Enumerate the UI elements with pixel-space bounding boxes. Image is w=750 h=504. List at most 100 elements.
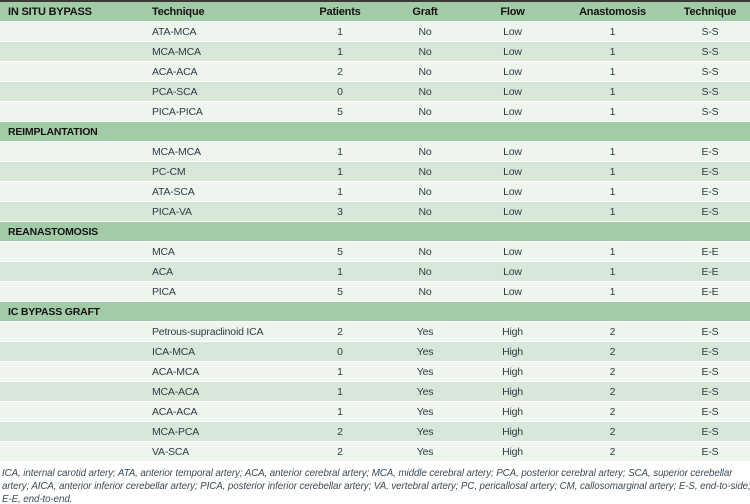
section-label: REANASTOMOSIS xyxy=(0,222,750,242)
section-label: REIMPLANTATION xyxy=(0,122,750,142)
table-row: MCA-MCA 1 No Low 1 E-S xyxy=(0,142,750,162)
data-cell: E-S xyxy=(670,402,750,422)
data-cell: 1 xyxy=(555,262,670,282)
data-cell: ACA xyxy=(146,262,300,282)
table-row: ACA-ACA 2 No Low 1 S-S xyxy=(0,62,750,82)
data-cell: PICA-PICA xyxy=(146,102,300,122)
data-cell: 1 xyxy=(300,162,380,182)
data-cell: MCA-PCA xyxy=(146,422,300,442)
data-cell: No xyxy=(380,242,470,262)
data-cell: 0 xyxy=(300,342,380,362)
header-row: IN SITU BYPASS Technique Patients Graft … xyxy=(0,2,750,22)
spacer-cell xyxy=(0,22,146,42)
data-cell: High xyxy=(470,442,555,462)
data-cell: ACA-ACA xyxy=(146,402,300,422)
data-cell: 2 xyxy=(555,342,670,362)
data-cell: 1 xyxy=(555,82,670,102)
data-cell: 2 xyxy=(300,422,380,442)
data-cell: 1 xyxy=(300,42,380,62)
table-row: ATA-MCA 1 No Low 1 S-S xyxy=(0,22,750,42)
data-cell: MCA-ACA xyxy=(146,382,300,402)
data-cell: No xyxy=(380,202,470,222)
data-cell: 1 xyxy=(300,402,380,422)
section-row: REIMPLANTATION xyxy=(0,122,750,142)
data-cell: E-S xyxy=(670,442,750,462)
footnote-line: artery; AICA, anterior inferior cerebell… xyxy=(2,481,750,492)
data-cell: No xyxy=(380,22,470,42)
section-row: IC BYPASS GRAFT xyxy=(0,302,750,322)
data-cell: S-S xyxy=(670,102,750,122)
data-cell: 2 xyxy=(300,442,380,462)
table-row: MCA 5 No Low 1 E-E xyxy=(0,242,750,262)
data-cell: 1 xyxy=(300,262,380,282)
data-cell: E-S xyxy=(670,342,750,362)
data-cell: 1 xyxy=(555,102,670,122)
data-cell: ATA-MCA xyxy=(146,22,300,42)
spacer-cell xyxy=(0,142,146,162)
col-header-technique: Technique xyxy=(146,2,300,22)
spacer-cell xyxy=(0,202,146,222)
data-cell: High xyxy=(470,342,555,362)
data-cell: 2 xyxy=(555,382,670,402)
col-header-graft: Graft xyxy=(380,2,470,22)
spacer-cell xyxy=(0,282,146,302)
table-row: VA-SCA 2 Yes High 2 E-S xyxy=(0,442,750,462)
data-cell: 1 xyxy=(555,202,670,222)
section-row: REANASTOMOSIS xyxy=(0,222,750,242)
data-cell: Low xyxy=(470,22,555,42)
data-cell: 1 xyxy=(300,142,380,162)
table-row: PICA-VA 3 No Low 1 E-S xyxy=(0,202,750,222)
col-header-flow: Flow xyxy=(470,2,555,22)
data-cell: 1 xyxy=(555,242,670,262)
spacer-cell xyxy=(0,422,146,442)
table-row: PC-CM 1 No Low 1 E-S xyxy=(0,162,750,182)
data-cell: E-S xyxy=(670,382,750,402)
footnote-line: ICA, internal carotid artery; ATA, anter… xyxy=(2,468,733,479)
data-cell: S-S xyxy=(670,22,750,42)
spacer-cell xyxy=(0,322,146,342)
data-cell: S-S xyxy=(670,82,750,102)
data-cell: Yes xyxy=(380,362,470,382)
data-cell: E-E xyxy=(670,242,750,262)
table-row: PICA 5 No Low 1 E-E xyxy=(0,282,750,302)
data-cell: E-S xyxy=(670,322,750,342)
data-cell: Low xyxy=(470,162,555,182)
spacer-cell xyxy=(0,362,146,382)
spacer-cell xyxy=(0,102,146,122)
abbreviations-footnote: ICA, internal carotid artery; ATA, anter… xyxy=(0,462,750,504)
data-cell: Low xyxy=(470,202,555,222)
data-cell: PICA-VA xyxy=(146,202,300,222)
spacer-cell xyxy=(0,382,146,402)
spacer-cell xyxy=(0,262,146,282)
table-row: MCA-PCA 2 Yes High 2 E-S xyxy=(0,422,750,442)
data-cell: Low xyxy=(470,82,555,102)
data-cell: Yes xyxy=(380,422,470,442)
spacer-cell xyxy=(0,182,146,202)
data-cell: E-S xyxy=(670,182,750,202)
spacer-cell xyxy=(0,82,146,102)
data-cell: Yes xyxy=(380,322,470,342)
spacer-cell xyxy=(0,342,146,362)
data-cell: 1 xyxy=(555,22,670,42)
data-cell: E-S xyxy=(670,422,750,442)
data-cell: Low xyxy=(470,242,555,262)
data-cell: Yes xyxy=(380,442,470,462)
data-cell: MCA-MCA xyxy=(146,42,300,62)
data-cell: 2 xyxy=(555,362,670,382)
spacer-cell xyxy=(0,42,146,62)
data-cell: VA-SCA xyxy=(146,442,300,462)
data-cell: Low xyxy=(470,182,555,202)
data-cell: E-S xyxy=(670,202,750,222)
data-cell: High xyxy=(470,322,555,342)
table-row: ACA-ACA 1 Yes High 2 E-S xyxy=(0,402,750,422)
table-row: PCA-SCA 0 No Low 1 S-S xyxy=(0,82,750,102)
data-cell: ACA-MCA xyxy=(146,362,300,382)
data-cell: S-S xyxy=(670,42,750,62)
data-cell: 0 xyxy=(300,82,380,102)
data-cell: No xyxy=(380,42,470,62)
data-cell: 1 xyxy=(300,362,380,382)
table-row: Petrous-supraclinoid ICA 2 Yes High 2 E-S xyxy=(0,322,750,342)
data-cell: 1 xyxy=(555,282,670,302)
data-cell: High xyxy=(470,362,555,382)
data-cell: Yes xyxy=(380,342,470,362)
